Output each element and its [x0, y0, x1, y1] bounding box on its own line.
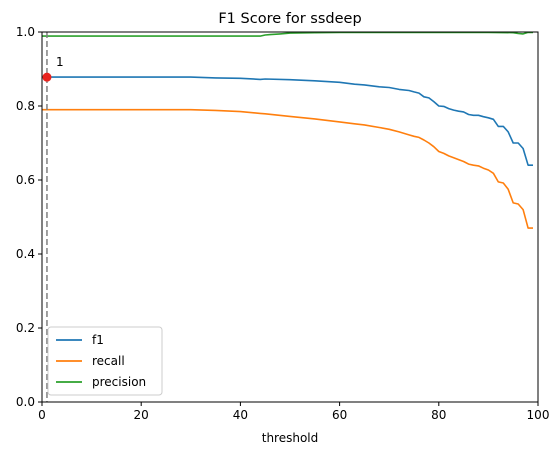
best-threshold-label: 1 — [56, 55, 64, 69]
x-tick-label-40: 40 — [233, 408, 248, 422]
y-tick-label-3: 0.6 — [16, 173, 35, 187]
legend: f1 recall precision — [47, 326, 163, 396]
x-tick-label-20: 20 — [134, 408, 149, 422]
axes: 0 20 40 60 80 100 0.0 0.2 0.4 0.6 0.8 1.0 — [16, 25, 550, 422]
y-tick-label-0: 0.0 — [16, 395, 35, 409]
best-threshold-marker — [42, 72, 52, 82]
y-tick-label-1: 0.2 — [16, 321, 35, 335]
x-tick-label-60: 60 — [332, 408, 347, 422]
x-tick-label-80: 80 — [431, 408, 446, 422]
series-line-f1 — [42, 76, 533, 166]
legend-label-precision: precision — [92, 375, 146, 389]
y-tick-label-4: 0.8 — [16, 99, 35, 113]
y-tick-label-2: 0.4 — [16, 247, 35, 261]
legend-box — [47, 326, 163, 396]
x-tick-label-0: 0 — [38, 408, 46, 422]
x-tick-label-100: 100 — [527, 408, 550, 422]
series-line-recall — [42, 108, 533, 229]
x-axis-label: threshold — [262, 431, 319, 445]
y-tick-label-5: 1.0 — [16, 25, 35, 39]
plot-frame — [41, 31, 539, 403]
series-line-precision — [42, 31, 533, 37]
legend-label-recall: recall — [92, 354, 125, 368]
chart-title: F1 Score for ssdeep — [218, 11, 361, 27]
legend-label-f1: f1 — [92, 333, 104, 347]
plot-area: 1 — [42, 31, 533, 402]
